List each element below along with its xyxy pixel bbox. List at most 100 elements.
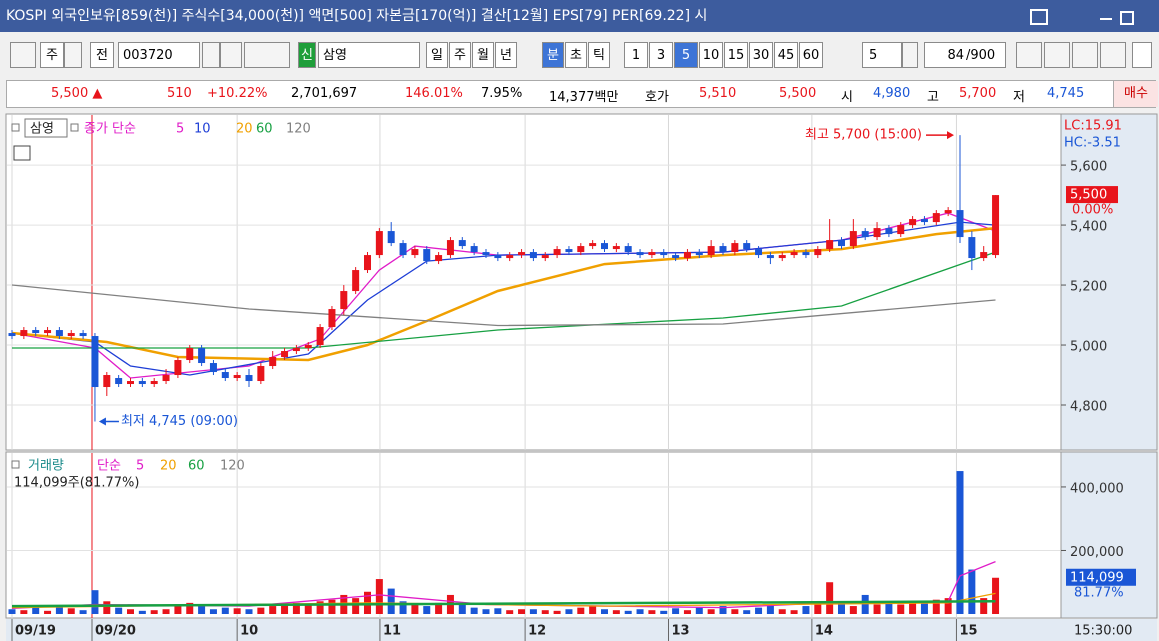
name-input[interactable]: 삼영 xyxy=(318,42,420,68)
volume-bar xyxy=(55,606,63,614)
volume-bar xyxy=(873,604,881,614)
volume-bar xyxy=(67,608,75,614)
legend-item: 120 xyxy=(286,122,311,137)
candle-body xyxy=(980,252,988,259)
icon-button[interactable] xyxy=(10,42,36,68)
candle-body xyxy=(316,327,324,346)
volume-bar xyxy=(802,606,810,614)
volume-bar xyxy=(529,609,537,614)
volume-bar xyxy=(992,577,1000,614)
candle-body xyxy=(956,210,964,238)
volume-bar xyxy=(423,606,431,614)
market[interactable]: 주 xyxy=(40,42,64,68)
candle-body xyxy=(992,195,1000,256)
interval-button[interactable]: 3 xyxy=(649,42,673,68)
volume-bar xyxy=(814,604,822,614)
volume-bar xyxy=(328,599,336,614)
candle-body xyxy=(802,252,810,256)
candle-body xyxy=(186,348,194,361)
buy-button[interactable]: 매수 xyxy=(1113,81,1158,107)
period-button[interactable]: 초 xyxy=(565,42,587,68)
volume-bar xyxy=(648,610,656,614)
info-bar: 5,500 ▲ 510 +10.22% 2,701,697 146.01% 7.… xyxy=(6,80,1158,108)
checkbox[interactable] xyxy=(1132,42,1152,68)
candle-body xyxy=(849,231,857,247)
candle-body xyxy=(399,243,407,256)
volume-bar xyxy=(162,609,170,614)
volume-bar xyxy=(245,609,253,614)
volume-bar xyxy=(612,610,620,614)
tool-button[interactable] xyxy=(1100,42,1126,68)
interval-button[interactable]: 30 xyxy=(749,42,773,68)
volume-bar xyxy=(944,598,952,614)
unit[interactable]: 5 xyxy=(862,42,902,68)
period-button[interactable]: 월 xyxy=(472,42,494,68)
candle-body xyxy=(209,363,217,373)
volume-bar xyxy=(233,608,241,614)
tool-button[interactable] xyxy=(1072,42,1098,68)
mode[interactable]: 전 xyxy=(90,42,114,68)
period-button[interactable]: 일 xyxy=(426,42,448,68)
icon[interactable] xyxy=(1030,9,1048,25)
search[interactable] xyxy=(220,42,242,68)
last-price: 5,500 xyxy=(1070,188,1107,203)
candle-body xyxy=(743,243,751,250)
candle-body xyxy=(44,330,52,334)
interval-button[interactable]: 15 xyxy=(724,42,748,68)
candle-body xyxy=(683,252,691,259)
volume-bar xyxy=(138,610,146,614)
interval-button[interactable]: 5 xyxy=(674,42,698,68)
code-input[interactable]: 003720 xyxy=(118,42,200,68)
period-button[interactable]: 년 xyxy=(495,42,517,68)
volume-bar xyxy=(601,609,608,614)
ma-line xyxy=(12,251,996,349)
candle-body xyxy=(553,249,561,256)
legend-marker xyxy=(70,123,79,132)
candle-body xyxy=(352,270,360,292)
volume-bar xyxy=(91,590,99,614)
hc-label: HC:-3.51 xyxy=(1064,136,1121,151)
interval-button[interactable]: 45 xyxy=(774,42,798,68)
legend-item: 5 xyxy=(176,122,184,137)
volume-bar xyxy=(956,471,964,614)
interval-button[interactable]: 1 xyxy=(624,42,648,68)
volume-bar xyxy=(790,610,798,614)
x-tick-label: 12 xyxy=(528,624,546,639)
count[interactable]: 84 xyxy=(924,42,966,68)
tool-button[interactable] xyxy=(1016,42,1042,68)
dropdown[interactable] xyxy=(902,42,918,68)
volume-bar xyxy=(885,602,893,614)
ask: 5,510 xyxy=(699,86,737,101)
minimize[interactable] xyxy=(1100,18,1112,20)
candle-body xyxy=(387,231,395,244)
period-button[interactable]: 분 xyxy=(542,42,564,68)
candle-body xyxy=(660,252,668,256)
speaker[interactable] xyxy=(244,42,290,68)
candle-body xyxy=(577,246,585,253)
maximize[interactable] xyxy=(1120,11,1134,25)
candle-body xyxy=(731,243,739,253)
volume-bar xyxy=(304,604,312,614)
period-button[interactable]: 주 xyxy=(449,42,471,68)
candle-body xyxy=(707,246,715,256)
candle-body xyxy=(541,255,549,259)
candle-body xyxy=(138,381,146,385)
candle-body xyxy=(909,219,917,226)
volume-bar xyxy=(766,604,774,614)
volume-bar xyxy=(482,609,490,614)
volume-bar xyxy=(672,608,680,614)
volume-bar xyxy=(411,604,419,614)
dropdown[interactable] xyxy=(202,42,220,68)
period-button[interactable]: 틱 xyxy=(588,42,610,68)
price-axis xyxy=(1060,113,1158,451)
price: 5,500 ▲ xyxy=(51,86,103,101)
candle-body xyxy=(328,309,336,328)
dropdown[interactable] xyxy=(64,42,82,68)
interval-button[interactable]: 10 xyxy=(699,42,723,68)
interval-button[interactable]: 60 xyxy=(799,42,823,68)
amount: 14,377백만 xyxy=(549,90,619,105)
candle-body xyxy=(115,378,123,385)
candle-body xyxy=(968,237,976,259)
tool-button[interactable] xyxy=(1044,42,1070,68)
